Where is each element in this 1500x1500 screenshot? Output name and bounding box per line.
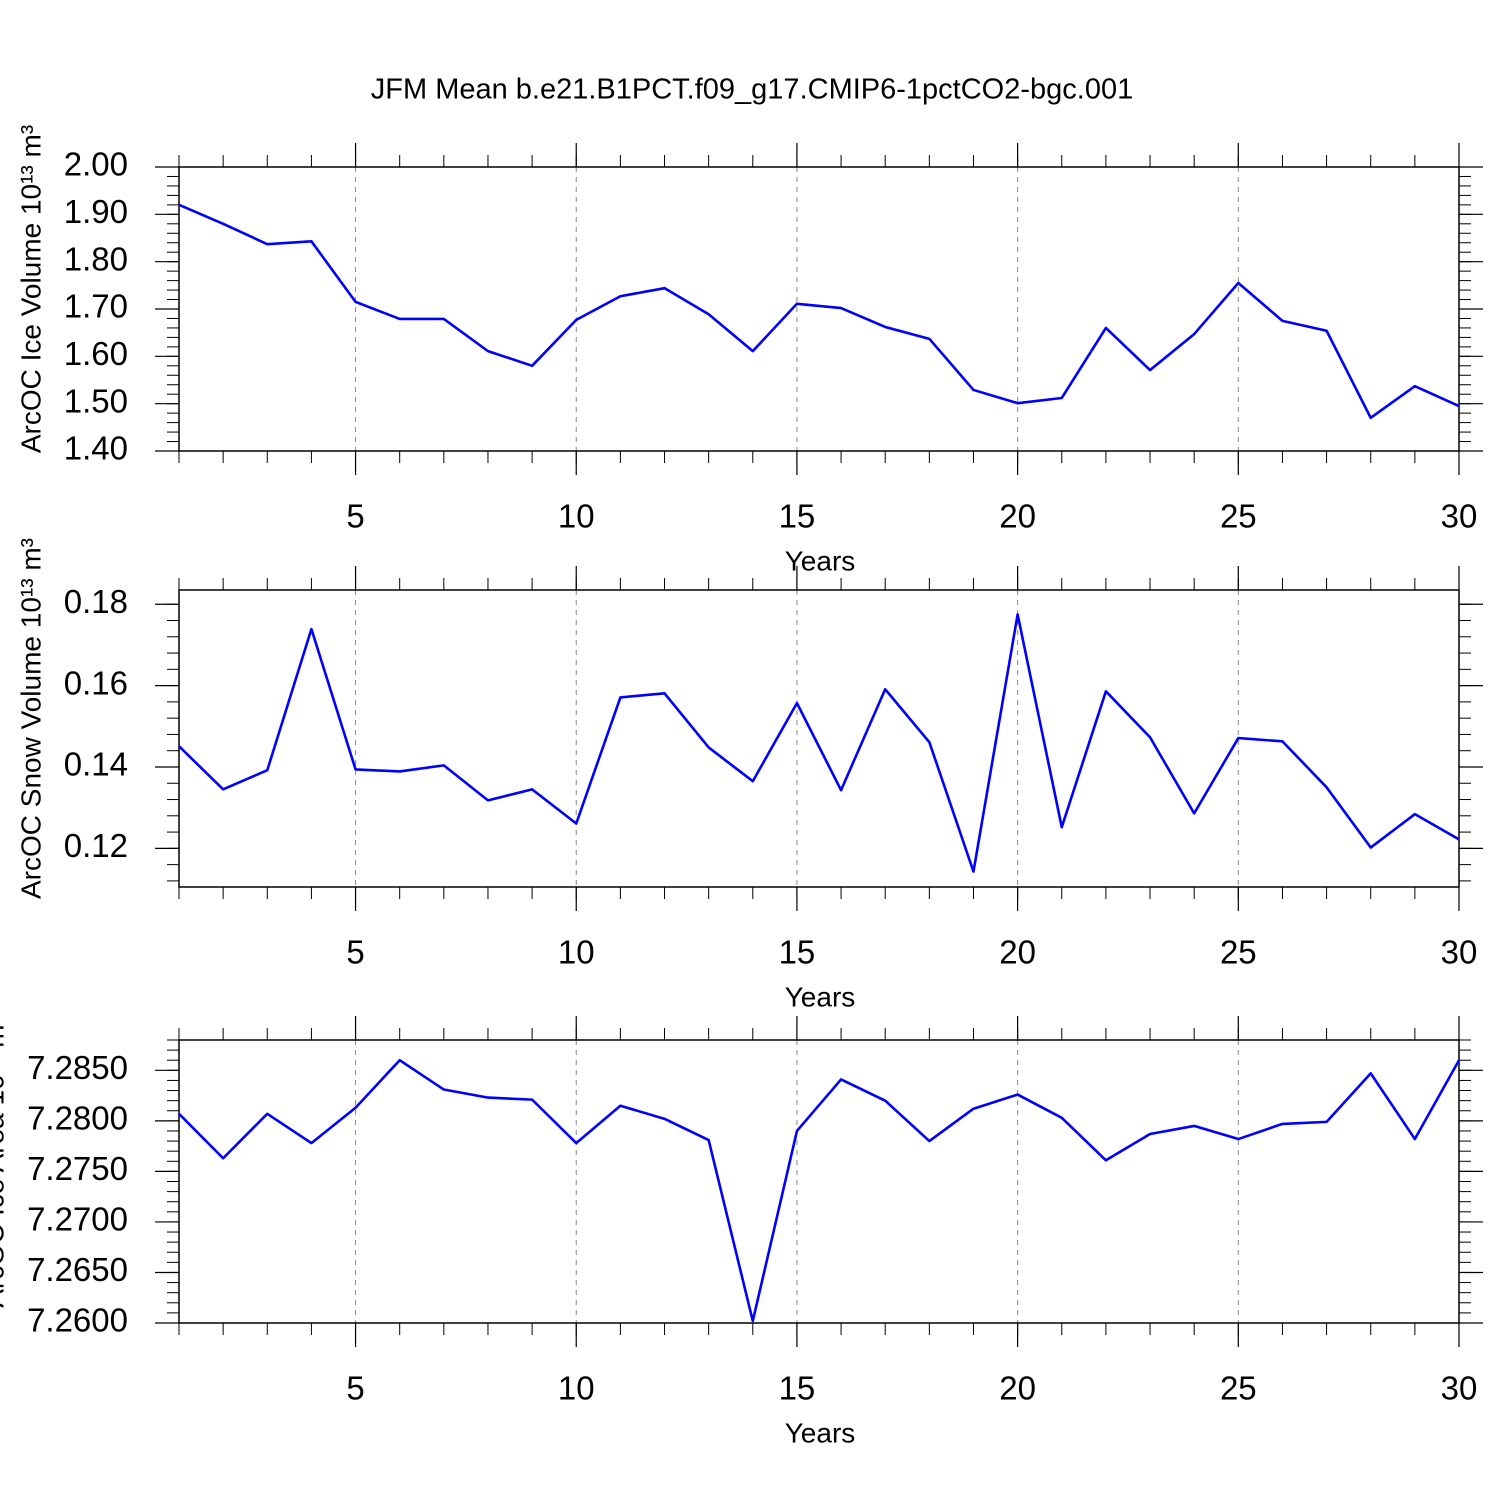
x-tick-label: 5 <box>346 498 364 535</box>
x-tick-label: 5 <box>346 934 364 971</box>
x-tick-label: 10 <box>558 1370 595 1407</box>
data-line <box>178 203 1460 420</box>
x-tick-label: 20 <box>999 1370 1036 1407</box>
y-axis-label: ArcOC Ice Volume 10¹³ m³ <box>15 125 46 453</box>
y-tick-label: 7.2600 <box>27 1302 128 1339</box>
x-tick-label: 30 <box>1441 934 1478 971</box>
x-tick-label: 10 <box>558 498 595 535</box>
x-axis-label: Years <box>785 1417 856 1448</box>
plot-frame <box>178 589 1460 888</box>
y-tick-label: 1.90 <box>64 193 128 230</box>
x-tick-label: 10 <box>558 934 595 971</box>
data-line <box>178 1058 1461 1323</box>
y-tick-label: 0.12 <box>64 827 128 864</box>
x-tick-label: 20 <box>999 934 1036 971</box>
y-tick-label: 0.16 <box>64 664 128 701</box>
y-tick-label: 7.2850 <box>27 1049 128 1086</box>
y-axis-label: ArcOC Snow Volume 10¹³ m³ <box>15 538 46 899</box>
y-tick-label: 7.2650 <box>27 1251 128 1288</box>
x-tick-label: 15 <box>779 498 816 535</box>
chart-title: JFM Mean b.e21.B1PCT.f09_g17.CMIP6-1pctC… <box>371 74 1133 106</box>
x-tick-label: 25 <box>1220 498 1257 535</box>
y-tick-label: 1.80 <box>64 240 128 277</box>
y-tick-label: 1.60 <box>64 335 128 372</box>
data-line <box>178 613 1460 873</box>
y-tick-label: 7.2750 <box>27 1150 128 1187</box>
y-tick-label: 7.2700 <box>27 1201 128 1238</box>
x-tick-label: 20 <box>999 498 1036 535</box>
x-tick-label: 25 <box>1220 1370 1257 1407</box>
x-tick-label: 30 <box>1441 498 1478 535</box>
x-tick-label: 30 <box>1441 1370 1478 1407</box>
plot-frame <box>178 1039 1460 1324</box>
y-tick-label: 1.40 <box>64 430 128 467</box>
y-tick-label: 2.00 <box>64 146 128 183</box>
y-tick-label: 7.2800 <box>27 1100 128 1137</box>
y-tick-label: 1.50 <box>64 382 128 419</box>
y-tick-label: 0.14 <box>64 746 128 783</box>
x-axis-label: Years <box>785 545 856 576</box>
x-axis-label: Years <box>785 981 856 1012</box>
x-tick-label: 25 <box>1220 934 1257 971</box>
x-tick-label: 15 <box>779 934 816 971</box>
x-tick-label: 15 <box>779 1370 816 1407</box>
y-tick-label: 1.70 <box>64 288 128 325</box>
plot-frame <box>178 166 1460 452</box>
y-tick-label: 0.18 <box>64 583 128 620</box>
y-axis-label: ArcOC Ice Area 10¹³ m² <box>0 1015 9 1308</box>
x-tick-label: 5 <box>346 1370 364 1407</box>
